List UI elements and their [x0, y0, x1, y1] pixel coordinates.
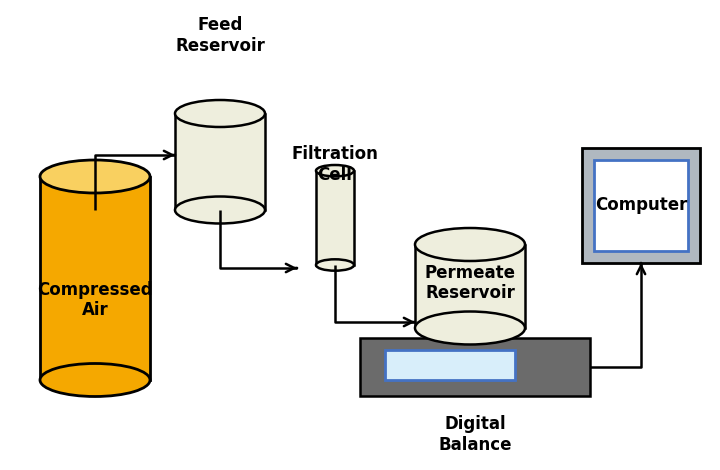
- Ellipse shape: [415, 228, 525, 261]
- Ellipse shape: [415, 312, 525, 345]
- Ellipse shape: [175, 196, 265, 224]
- Text: Computer: Computer: [595, 196, 687, 214]
- Ellipse shape: [40, 160, 150, 193]
- Polygon shape: [40, 177, 150, 380]
- Text: Permeate
Reservoir: Permeate Reservoir: [425, 264, 516, 302]
- Ellipse shape: [316, 259, 354, 271]
- Text: Compressed
Air: Compressed Air: [37, 281, 153, 320]
- Ellipse shape: [40, 363, 150, 397]
- Ellipse shape: [175, 100, 265, 127]
- FancyBboxPatch shape: [385, 350, 515, 380]
- FancyBboxPatch shape: [582, 148, 700, 263]
- Text: Digital
Balance: Digital Balance: [438, 415, 512, 454]
- Polygon shape: [175, 113, 265, 210]
- Polygon shape: [316, 171, 354, 265]
- Polygon shape: [360, 338, 590, 396]
- FancyBboxPatch shape: [594, 160, 688, 251]
- Ellipse shape: [316, 165, 354, 176]
- Text: Filtration
Cell: Filtration Cell: [292, 145, 379, 184]
- Polygon shape: [415, 244, 525, 328]
- Text: Feed
Reservoir: Feed Reservoir: [175, 16, 265, 55]
